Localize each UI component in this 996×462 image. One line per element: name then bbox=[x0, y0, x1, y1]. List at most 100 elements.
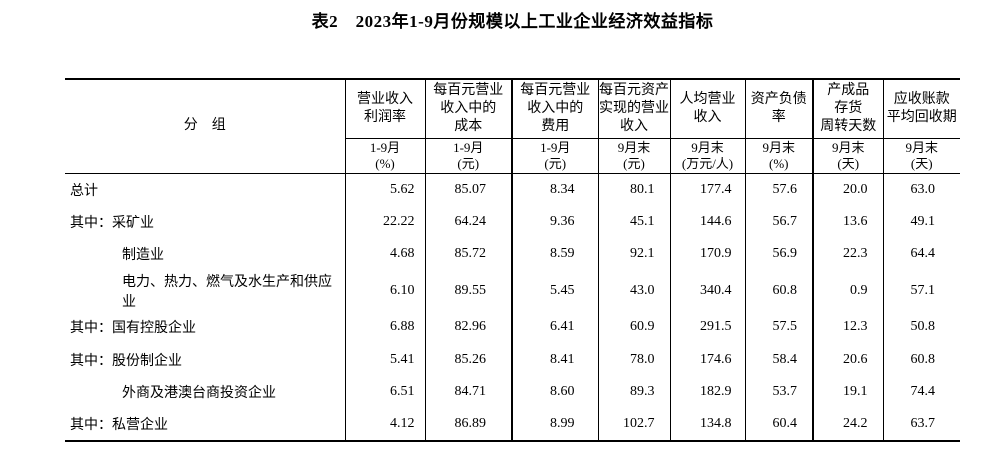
value-cell: 60.9 bbox=[597, 310, 670, 344]
value-cell: 102.7 bbox=[597, 408, 670, 442]
value-cell: 12.3 bbox=[812, 310, 883, 344]
table-row: 其中：国有控股企业 6.88 82.96 6.41 60.9 291.5 57.5 12.3 5… bbox=[65, 310, 960, 344]
indicators-table-wrap: 分 组 营业收入 利润率 每百元营业 收入中的 成本 每百元营业 收入中的 费用… bbox=[65, 78, 960, 443]
value-cell: 50.8 bbox=[882, 310, 960, 344]
row-label: 外商及港澳台商投资企业 bbox=[122, 386, 276, 402]
value-cell: 182.9 bbox=[669, 375, 745, 409]
table-body: 总计 5.62 85.07 8.34 80.1 177.4 57.6 20.0 63.0 其中：采… bbox=[65, 173, 960, 442]
value-cell: 89.55 bbox=[424, 270, 512, 311]
period-revenue-per-100-assets: 9月末 (元) bbox=[597, 138, 670, 174]
col-header-receivables-recovery-period: 应收账款 平均回收期 bbox=[882, 79, 960, 139]
value-cell: 291.5 bbox=[669, 310, 745, 344]
period-receivables-recovery-period: 9月末 (天) bbox=[882, 138, 960, 174]
header-row-period: 1-9月 (%) 1-9月 (元) 1-9月 (元) 9月末 (元) 9月末 (… bbox=[65, 138, 960, 174]
value-cell: 84.71 bbox=[424, 375, 512, 409]
value-cell: 85.26 bbox=[424, 343, 512, 376]
row-label: 其中：采矿业 bbox=[70, 215, 154, 231]
value-cell: 63.0 bbox=[882, 173, 960, 206]
value-cell: 60.8 bbox=[744, 270, 813, 311]
value-cell: 57.6 bbox=[744, 173, 813, 206]
value-cell: 8.99 bbox=[511, 408, 598, 442]
table-row: 其中：私营企业 4.12 86.89 8.99 102.7 134.8 60.4 24.2 63… bbox=[65, 408, 960, 442]
row-label: 其中：股份制企业 bbox=[70, 353, 182, 369]
value-cell: 4.12 bbox=[344, 408, 425, 442]
value-cell: 174.6 bbox=[669, 343, 745, 376]
row-label: 其中：国有控股企业 bbox=[70, 321, 196, 337]
value-cell: 53.7 bbox=[744, 375, 813, 409]
value-cell: 80.1 bbox=[597, 173, 670, 206]
value-cell: 6.88 bbox=[344, 310, 425, 344]
col-header-profit-margin: 营业收入 利润率 bbox=[344, 79, 425, 139]
value-cell: 170.9 bbox=[669, 238, 745, 271]
value-cell: 8.59 bbox=[511, 238, 598, 271]
value-cell: 177.4 bbox=[669, 173, 745, 206]
value-cell: 64.24 bbox=[424, 205, 512, 239]
table-row: 制造业 4.68 85.72 8.59 92.1 170.9 56.9 22.3 64.4 bbox=[65, 238, 960, 271]
value-cell: 5.41 bbox=[344, 343, 425, 376]
value-cell: 56.7 bbox=[744, 205, 813, 239]
value-cell: 20.6 bbox=[812, 343, 883, 376]
value-cell: 6.10 bbox=[344, 270, 425, 311]
value-cell: 6.41 bbox=[511, 310, 598, 344]
value-cell: 85.72 bbox=[424, 238, 512, 271]
value-cell: 82.96 bbox=[424, 310, 512, 344]
value-cell: 64.4 bbox=[882, 238, 960, 271]
table-row: 外商及港澳台商投资企业 6.51 84.71 8.60 89.3 182.9 53.7 19.… bbox=[65, 375, 960, 409]
period-expense-per-100: 1-9月 (元) bbox=[511, 138, 598, 174]
table-row: 其中：股份制企业 5.41 85.26 8.41 78.0 174.6 58.4 20.6 60… bbox=[65, 343, 960, 376]
value-cell: 22.3 bbox=[812, 238, 883, 271]
value-cell: 24.2 bbox=[812, 408, 883, 442]
col-header-revenue-per-capita: 人均营业 收入 bbox=[669, 79, 745, 139]
period-asset-liability-ratio: 9月末 (%) bbox=[744, 138, 813, 174]
value-cell: 74.4 bbox=[882, 375, 960, 409]
row-label: 总计 bbox=[70, 183, 98, 199]
value-cell: 6.51 bbox=[344, 375, 425, 409]
col-header-inventory-turnover-days: 产成品 存货 周转天数 bbox=[812, 79, 883, 139]
value-cell: 92.1 bbox=[597, 238, 670, 271]
value-cell: 89.3 bbox=[597, 375, 670, 409]
col-header-cost-per-100: 每百元营业 收入中的 成本 bbox=[424, 79, 512, 139]
value-cell: 85.07 bbox=[424, 173, 512, 206]
col-header-group: 分 组 bbox=[65, 79, 345, 174]
value-cell: 5.45 bbox=[511, 270, 598, 311]
header-row-main: 分 组 营业收入 利润率 每百元营业 收入中的 成本 每百元营业 收入中的 费用… bbox=[65, 79, 960, 174]
value-cell: 8.41 bbox=[511, 343, 598, 376]
value-cell: 19.1 bbox=[812, 375, 883, 409]
row-label: 其中：私营企业 bbox=[70, 418, 168, 434]
value-cell: 49.1 bbox=[882, 205, 960, 239]
col-header-expense-per-100: 每百元营业 收入中的 费用 bbox=[511, 79, 598, 139]
indicators-table: 分 组 营业收入 利润率 每百元营业 收入中的 成本 每百元营业 收入中的 费用… bbox=[65, 78, 960, 443]
value-cell: 13.6 bbox=[812, 205, 883, 239]
table-row: 其中：采矿业 22.22 64.24 9.36 45.1 144.6 56.7 13.6 49.… bbox=[65, 205, 960, 239]
value-cell: 4.68 bbox=[344, 238, 425, 271]
value-cell: 22.22 bbox=[344, 205, 425, 239]
value-cell: 43.0 bbox=[597, 270, 670, 311]
value-cell: 0.9 bbox=[812, 270, 883, 311]
value-cell: 60.8 bbox=[882, 343, 960, 376]
table-row: 电力、热力、燃气及水生产和供应业 6.10 89.55 5.45 43.0 340.4 60… bbox=[65, 270, 960, 311]
value-cell: 63.7 bbox=[882, 408, 960, 442]
value-cell: 45.1 bbox=[597, 205, 670, 239]
value-cell: 8.60 bbox=[511, 375, 598, 409]
value-cell: 56.9 bbox=[744, 238, 813, 271]
value-cell: 144.6 bbox=[669, 205, 745, 239]
period-cost-per-100: 1-9月 (元) bbox=[424, 138, 512, 174]
period-inventory-turnover-days: 9月末 (天) bbox=[812, 138, 883, 174]
value-cell: 340.4 bbox=[669, 270, 745, 311]
period-revenue-per-capita: 9月末 (万元/人) bbox=[669, 138, 745, 174]
col-header-revenue-per-100-assets: 每百元资产 实现的营业 收入 bbox=[597, 79, 670, 139]
value-cell: 57.1 bbox=[882, 270, 960, 311]
value-cell: 5.62 bbox=[344, 173, 425, 206]
period-profit-margin: 1-9月 (%) bbox=[344, 138, 425, 174]
value-cell: 86.89 bbox=[424, 408, 512, 442]
value-cell: 8.34 bbox=[511, 173, 598, 206]
value-cell: 20.0 bbox=[812, 173, 883, 206]
row-label: 电力、热力、燃气及水生产和供应业 bbox=[122, 274, 332, 310]
value-cell: 60.4 bbox=[744, 408, 813, 442]
value-cell: 78.0 bbox=[597, 343, 670, 376]
table-title: 表2 2023年1-9月份规模以上工业企业经济效益指标 bbox=[311, 12, 714, 31]
col-header-asset-liability-ratio: 资产负债 率 bbox=[744, 79, 813, 139]
value-cell: 57.5 bbox=[744, 310, 813, 344]
table-header: 分 组 营业收入 利润率 每百元营业 收入中的 成本 每百元营业 收入中的 费用… bbox=[65, 79, 960, 174]
